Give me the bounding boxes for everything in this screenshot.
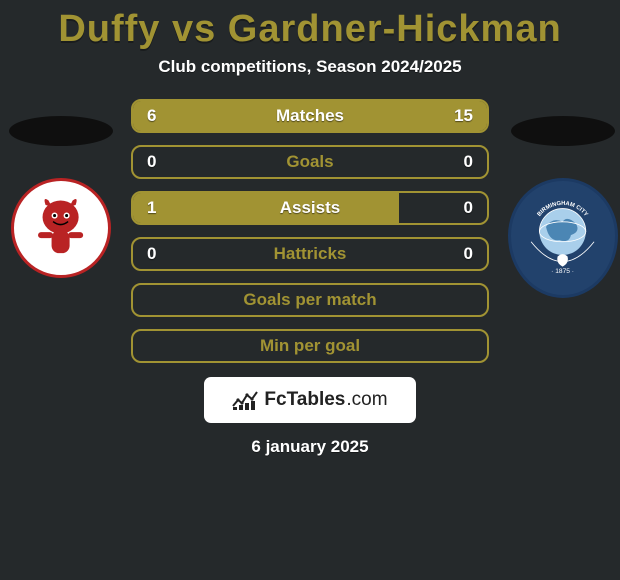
branding-badge: FcTables.com: [204, 377, 416, 423]
club-left: [6, 116, 116, 278]
club-right: · 1875 · BIRMINGHAM CITY: [508, 116, 618, 298]
stat-bar-right: [234, 101, 487, 131]
infographic-root: Duffy vs Gardner-Hickman Club competitio…: [0, 0, 620, 457]
stat-label: Hattricks: [274, 244, 347, 264]
club-left-badge-icon: [11, 178, 111, 278]
stat-row: Min per goal: [131, 329, 489, 363]
stat-row: 6 15 Matches: [131, 99, 489, 133]
fctables-spark-icon: [232, 390, 258, 410]
svg-text:· 1875 ·: · 1875 ·: [552, 269, 575, 276]
lincoln-imp-icon: [23, 190, 98, 265]
stat-bar-left: [133, 193, 399, 223]
stat-value-left: 0: [147, 239, 156, 269]
stat-value-left: 0: [147, 147, 156, 177]
branding-text: FcTables: [264, 389, 345, 411]
stat-value-left: 6: [147, 101, 156, 131]
stat-value-right: 0: [464, 239, 473, 269]
stat-value-right: 15: [454, 101, 473, 131]
shadow-ellipse-icon: [9, 116, 113, 146]
stat-value-right: 0: [464, 193, 473, 223]
date-label: 6 january 2025: [251, 437, 368, 457]
stat-label: Goals per match: [243, 290, 376, 310]
page-subtitle: Club competitions, Season 2024/2025: [158, 57, 461, 77]
page-title: Duffy vs Gardner-Hickman: [58, 8, 561, 51]
stat-value-right: 0: [464, 147, 473, 177]
stat-label: Min per goal: [260, 336, 360, 356]
stat-row: 0 0 Hattricks: [131, 237, 489, 271]
birmingham-globe-icon: · 1875 · BIRMINGHAM CITY: [521, 192, 604, 283]
stat-row: 0 0 Goals: [131, 145, 489, 179]
shadow-ellipse-icon: [511, 116, 615, 146]
club-right-badge-icon: · 1875 · BIRMINGHAM CITY: [508, 178, 618, 298]
stat-label: Matches: [276, 106, 344, 126]
stat-value-left: 1: [147, 193, 156, 223]
stat-row: 1 0 Assists: [131, 191, 489, 225]
stat-label: Goals: [286, 152, 333, 172]
stats-panel: 6 15 Matches 0 0 Goals 1 0 Assists 0 0 Hattricks Goa…: [131, 99, 489, 375]
branding-suffix: .com: [346, 389, 387, 411]
stat-label: Assists: [280, 198, 340, 218]
stat-row: Goals per match: [131, 283, 489, 317]
